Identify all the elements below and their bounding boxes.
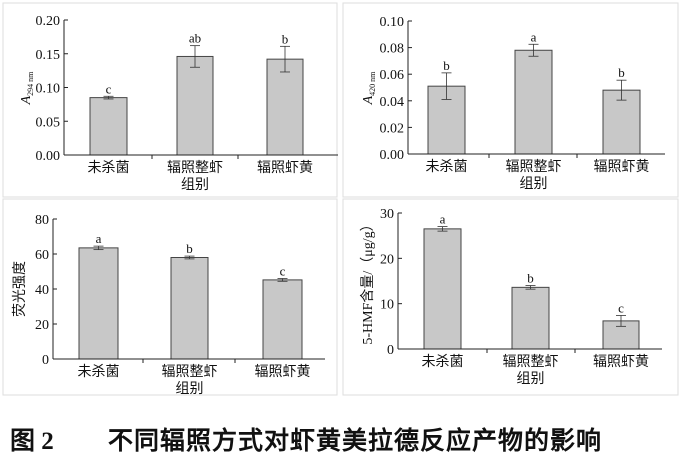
significance-label: b bbox=[186, 241, 193, 256]
y-tick-label: 0.00 bbox=[36, 149, 61, 164]
significance-label: c bbox=[280, 264, 286, 279]
y-tick-label: 0.10 bbox=[36, 82, 61, 97]
figure-label: 图 2 bbox=[10, 428, 54, 455]
bar bbox=[89, 97, 128, 156]
x-tick-label: 辐照整虾 bbox=[506, 159, 562, 175]
x-tick-label: 辐照虾黄 bbox=[593, 353, 649, 370]
significance-label: c bbox=[618, 300, 624, 315]
x-axis-label: 组别 bbox=[520, 176, 548, 192]
x-tick-label: 未杀菌 bbox=[88, 160, 130, 176]
x-axis-label: 组别 bbox=[176, 381, 204, 397]
significance-label: a bbox=[531, 29, 537, 44]
y-axis-label: 5-HMF含量/（μg/g） bbox=[360, 217, 376, 344]
x-tick-label: 辐照整虾 bbox=[167, 160, 223, 176]
y-tick-label: 0.05 bbox=[36, 115, 61, 130]
figure-caption: 图 2 不同辐照方式对虾黄美拉德反应产物的影响 bbox=[10, 421, 675, 455]
significance-label: b bbox=[618, 65, 625, 80]
bar bbox=[514, 49, 553, 155]
y-tick-label: 0.00 bbox=[380, 148, 405, 163]
bar bbox=[266, 58, 304, 156]
significance-label: a bbox=[96, 231, 102, 246]
bar bbox=[176, 55, 214, 156]
y-tick-label: 20 bbox=[380, 252, 394, 267]
y-tick-label: 80 bbox=[35, 213, 49, 228]
y-tick-label: 0.15 bbox=[36, 48, 61, 63]
chart-panel-2: b 未杀菌 a 辐照整虾 b 辐照虾黄 0.00 0.02 0.04 0.06 0.08 0.10 组别… bbox=[342, 2, 679, 198]
significance-label: b bbox=[527, 271, 534, 286]
bar bbox=[262, 279, 303, 360]
panel-border bbox=[2, 198, 338, 396]
panel-border bbox=[342, 198, 679, 396]
chart-panel-1: c 未杀菌 ab 辐照整虾 b 辐照虾黄 0.00 0.05 0.10 0.15 0.20 组别 A29… bbox=[2, 2, 338, 198]
significance-label: c bbox=[106, 81, 112, 96]
bar bbox=[170, 257, 209, 360]
significance-label: b bbox=[282, 31, 289, 46]
bar bbox=[602, 89, 641, 155]
chart-panel-3: a 未杀菌 b 辐照整虾 c 辐照虾黄 0 20 40 60 80 组别 荧光强度 bbox=[2, 198, 338, 397]
chart-panel-4: a 未杀菌 b 辐照整虾 c 辐照虾黄 0 10 20 30 组别 5-HMF含量/（μg/g） bbox=[342, 198, 679, 396]
y-axis-label-main: A bbox=[361, 95, 376, 105]
significance-label: ab bbox=[189, 31, 201, 46]
y-tick-label: 0 bbox=[387, 343, 394, 358]
x-tick-label: 未杀菌 bbox=[78, 364, 120, 380]
y-tick-label: 0 bbox=[42, 353, 49, 368]
y-tick-label: 0.02 bbox=[380, 121, 405, 136]
panel-border bbox=[342, 2, 679, 198]
y-tick-label: 10 bbox=[380, 298, 394, 313]
x-tick-label: 未杀菌 bbox=[422, 354, 464, 370]
y-tick-label: 30 bbox=[380, 207, 394, 222]
y-tick-label: 0.04 bbox=[380, 95, 405, 110]
x-axis-label: 组别 bbox=[517, 371, 545, 387]
figure-caption-text: 不同辐照方式对虾黄美拉德反应产物的影响 bbox=[108, 428, 603, 455]
x-tick-label: 辐照虾黄 bbox=[594, 158, 650, 175]
significance-label: a bbox=[440, 212, 446, 227]
y-tick-label: 0.08 bbox=[380, 42, 405, 57]
y-tick-label: 0.10 bbox=[380, 15, 405, 30]
x-tick-label: 辐照虾黄 bbox=[255, 363, 311, 380]
x-tick-label: 辐照整虾 bbox=[503, 354, 559, 370]
y-axis-label-sub: 294 nm bbox=[26, 71, 35, 96]
x-tick-label: 辐照虾黄 bbox=[257, 159, 313, 176]
x-axis-label: 组别 bbox=[181, 177, 209, 193]
y-tick-label: 0.20 bbox=[36, 14, 61, 29]
bar bbox=[423, 228, 462, 350]
y-tick-label: 20 bbox=[35, 318, 49, 333]
y-axis-label-main: A bbox=[19, 95, 34, 105]
y-tick-label: 0.06 bbox=[380, 68, 405, 83]
bar bbox=[78, 247, 119, 360]
y-axis-label: A420 nm bbox=[361, 71, 377, 106]
y-axis-label-sub: 420 nm bbox=[368, 71, 377, 96]
y-axis-label: 荧光强度 bbox=[11, 261, 28, 317]
x-tick-label: 未杀菌 bbox=[426, 159, 468, 175]
x-tick-label: 辐照整虾 bbox=[162, 364, 218, 380]
bar bbox=[511, 286, 550, 350]
panel-border bbox=[2, 2, 338, 198]
y-tick-label: 40 bbox=[35, 283, 49, 298]
significance-label: b bbox=[443, 58, 450, 73]
y-tick-label: 60 bbox=[35, 248, 49, 263]
y-axis-label: A294 nm bbox=[19, 71, 35, 106]
